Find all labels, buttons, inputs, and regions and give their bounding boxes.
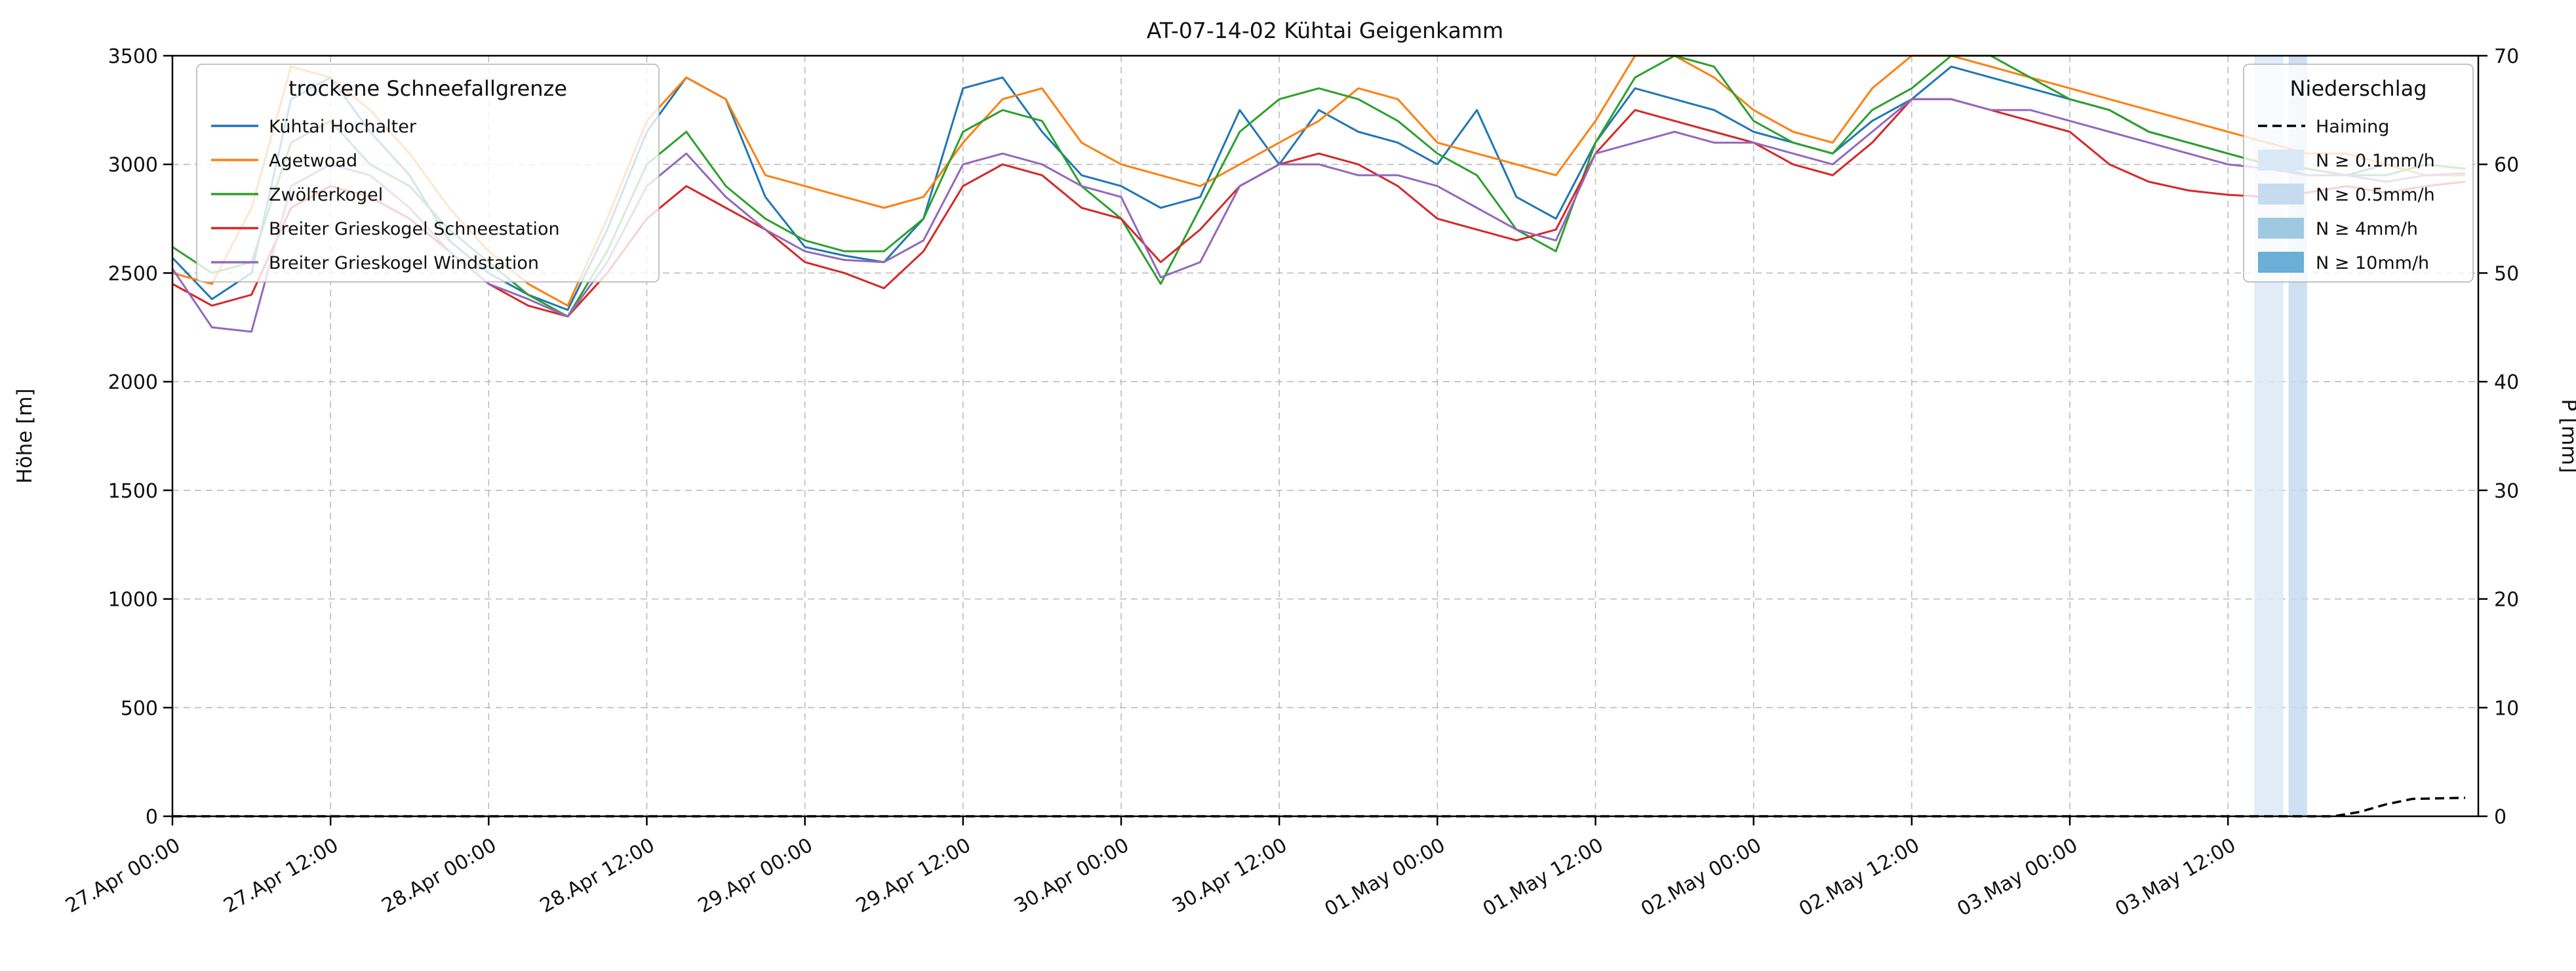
x-tick-label: 30.Apr 00:00 <box>1010 834 1133 918</box>
x-tick-label: 03.May 12:00 <box>2111 834 2240 921</box>
axes-layer: 27.Apr 00:00 27.Apr 12:00 28.Apr 00:00 28.A… <box>62 45 2519 921</box>
legend-label-precip-3: N ≥ 10mm/h <box>2316 253 2429 273</box>
legend-patch-precip-0 <box>2258 149 2304 170</box>
y-tick-label-right: 70 <box>2494 45 2519 68</box>
y-tick-label-left: 1000 <box>108 589 158 612</box>
legend-label-breiter-grieskogel-schneestation: Breiter Grieskogel Schneestation <box>269 219 560 239</box>
series-line-breiter-grieskogel-windstation <box>171 98 2465 333</box>
legend-label-agetwoad: Agetwoad <box>269 151 357 171</box>
x-tick-label: 28.Apr 00:00 <box>378 834 500 918</box>
legend-precip-title: Niederschlag <box>2289 76 2427 101</box>
series-line-agetwoad <box>172 54 2465 307</box>
x-tick-label: 30.Apr 12:00 <box>1168 834 1291 918</box>
legend-label-haiming: Haiming <box>2316 117 2389 137</box>
y-tick-label-left: 3000 <box>108 154 158 177</box>
x-tick-label: 02.May 12:00 <box>1795 834 1924 921</box>
x-tick-label: 27.Apr 12:00 <box>220 834 342 918</box>
y-tick-label-right: 50 <box>2494 262 2519 285</box>
legend-label-zwoelferkogel: Zwölferkogel <box>269 185 383 205</box>
y-tick-label-right: 20 <box>2494 589 2519 612</box>
legend-patch-precip-1 <box>2258 184 2304 205</box>
y-axis-label-left: Höhe [m] <box>13 388 37 483</box>
legend-snowline-title: trockene Schneefallgrenze <box>288 76 567 101</box>
x-tick-label: 29.Apr 12:00 <box>852 834 975 918</box>
x-tick-label: 28.Apr 12:00 <box>536 834 659 918</box>
legend-label-precip-1: N ≥ 0.5mm/h <box>2316 185 2435 205</box>
x-tick-label: 03.May 00:00 <box>1953 834 2082 921</box>
y-tick-label-right: 60 <box>2494 154 2519 177</box>
y-tick-label-right: 0 <box>2494 806 2507 829</box>
x-tick-label: 29.Apr 00:00 <box>694 834 817 918</box>
y-tick-label-left: 1500 <box>108 480 158 503</box>
y-axis-label-right: P [mm] <box>2557 399 2576 473</box>
legend-patch-precip-2 <box>2258 218 2304 239</box>
x-tick-label: 02.May 00:00 <box>1637 834 1766 921</box>
legend-label-precip-2: N ≥ 4mm/h <box>2316 219 2418 239</box>
legend-patch-precip-3 <box>2258 252 2304 273</box>
y-tick-label-right: 40 <box>2494 371 2519 394</box>
chart-title: AT-07-14-02 Kühtai Geigenkamm <box>1147 18 1503 43</box>
y-tick-label-left: 0 <box>146 806 158 829</box>
y-tick-label-left: 2500 <box>108 262 158 285</box>
y-tick-label-right: 30 <box>2494 480 2519 503</box>
legend-label-breiter-grieskogel-windstation: Breiter Grieskogel Windstation <box>269 253 539 273</box>
series-line-breiter-grieskogel-schneestation <box>172 98 2466 318</box>
y-tick-label-right: 10 <box>2494 697 2519 720</box>
x-tick-label: 01.May 00:00 <box>1321 834 1450 921</box>
legend-label-precip-0: N ≥ 0.1mm/h <box>2316 151 2435 171</box>
legend-snowline <box>196 64 660 283</box>
y-tick-label-left: 500 <box>121 697 158 720</box>
series-line-haiming <box>172 797 2465 818</box>
series-line-zwoelferkogel <box>172 54 2466 318</box>
legend-label-kuehtai-hochalter: Kühtai Hochalter <box>269 117 417 137</box>
x-tick-label: 27.Apr 00:00 <box>62 834 184 918</box>
x-tick-label: 01.May 12:00 <box>1479 834 1608 921</box>
y-tick-label-left: 3500 <box>108 45 158 68</box>
y-tick-label-left: 2000 <box>108 371 158 394</box>
plot-frame <box>171 54 2480 818</box>
